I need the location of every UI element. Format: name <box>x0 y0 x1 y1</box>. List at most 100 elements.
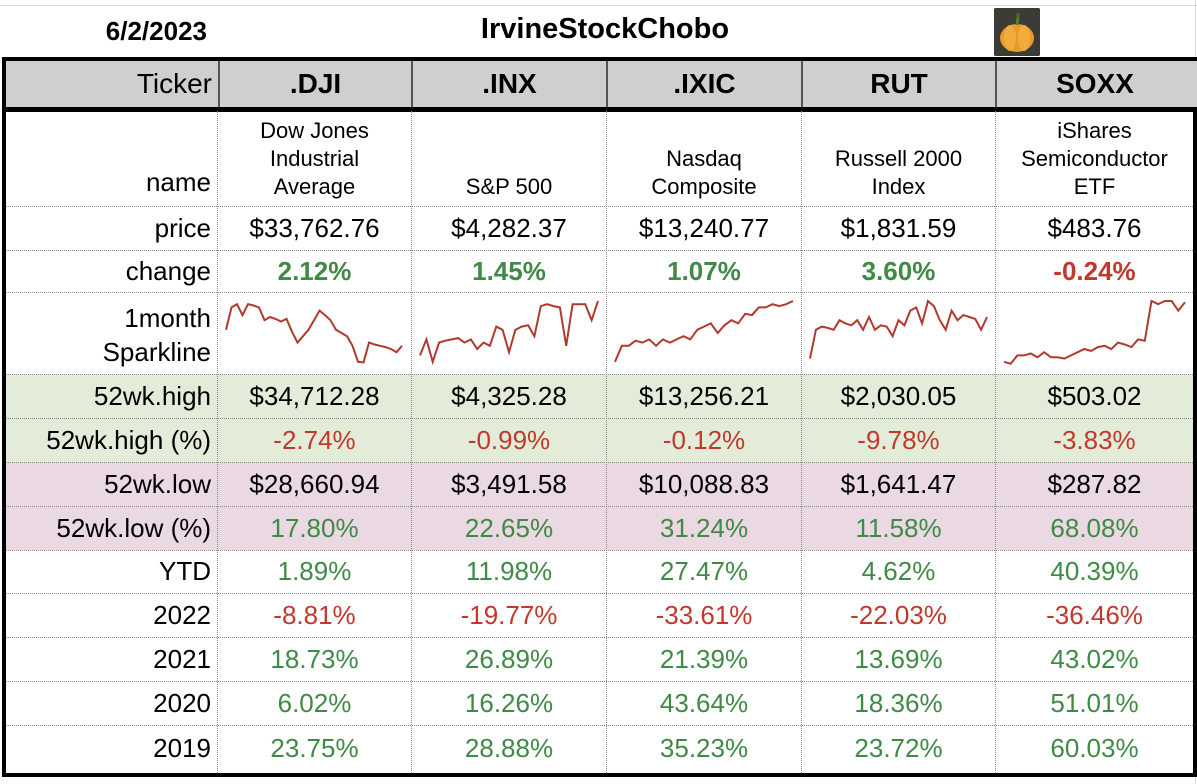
high-cell[interactable]: $13,256.21 <box>638 381 770 411</box>
y2020-cell[interactable]: 6.02% <box>277 688 352 718</box>
row-label-y2019[interactable]: 2019 <box>153 733 211 763</box>
y2019-cell[interactable]: 23.75% <box>270 733 359 763</box>
change-cell[interactable]: -0.24% <box>1053 256 1136 286</box>
low-pct-cell[interactable]: 31.24% <box>659 513 749 543</box>
low-cell[interactable]: $287.82 <box>1047 469 1142 499</box>
sparkline-chart[interactable] <box>998 295 1191 371</box>
page-title[interactable]: IrvineStockChobo <box>480 13 730 45</box>
y2021-cell[interactable]: 21.39% <box>659 644 749 674</box>
y2021-cell[interactable]: 13.69% <box>854 644 943 674</box>
high-pct-cell[interactable]: -0.99% <box>467 425 551 455</box>
column-divider <box>995 61 997 107</box>
low-cell[interactable]: $3,491.58 <box>451 469 567 499</box>
sparkline-chart[interactable] <box>220 295 408 371</box>
ticker-rut[interactable]: RUT <box>870 68 928 99</box>
row-label-y2021[interactable]: 2021 <box>153 644 211 674</box>
title-row: 6/2/2023 IrvineStockChobo <box>0 6 1197 56</box>
ytd-cell[interactable]: 1.89% <box>277 556 352 586</box>
low-pct-cell[interactable]: 17.80% <box>270 513 359 543</box>
price-cell[interactable]: $4,282.37 <box>451 213 567 243</box>
low-cell[interactable]: $10,088.83 <box>638 469 770 499</box>
date-cell[interactable]: 6/2/2023 <box>105 16 207 46</box>
name-cell[interactable]: Dow Jones Industrial Average <box>218 117 411 201</box>
y2020-cell[interactable]: 43.64% <box>659 688 749 718</box>
high-pct-cell[interactable]: -2.74% <box>273 425 356 455</box>
y2019-cell[interactable]: 35.23% <box>659 733 749 763</box>
ytd-cell[interactable]: 11.98% <box>465 556 553 586</box>
column-divider <box>801 111 802 773</box>
row-label-ytd[interactable]: YTD <box>159 556 211 586</box>
column-divider <box>217 111 218 773</box>
ticker-ixic[interactable]: .IXIC <box>673 68 736 99</box>
row-label-y2020[interactable]: 2020 <box>153 688 211 718</box>
name-cell[interactable]: Nasdaq Composite <box>607 145 801 201</box>
low-pct-cell[interactable]: 68.08% <box>1050 513 1139 543</box>
y2022-cell[interactable]: -33.61% <box>655 600 753 630</box>
row-label-price[interactable]: price <box>154 213 211 243</box>
y2020-cell[interactable]: 18.36% <box>854 688 943 718</box>
y2019-cell[interactable]: 60.03% <box>1050 733 1139 763</box>
high-pct-cell[interactable]: -9.78% <box>857 425 940 455</box>
low-cell[interactable]: $1,641.47 <box>840 469 957 499</box>
price-cell[interactable]: $13,240.77 <box>638 213 770 243</box>
sparkline-chart[interactable] <box>804 295 993 371</box>
row-label-low[interactable]: 52wk.low <box>104 469 211 499</box>
row-label-name[interactable]: name <box>145 167 211 197</box>
ticker-label[interactable]: Ticker <box>136 68 212 99</box>
high-cell[interactable]: $2,030.05 <box>840 381 957 411</box>
row-divider <box>6 506 1193 507</box>
ytd-cell[interactable]: 4.62% <box>861 556 936 586</box>
low-cell[interactable]: $28,660.94 <box>249 469 380 499</box>
sparkline-chart[interactable] <box>414 295 604 371</box>
y2020-cell[interactable]: 16.26% <box>464 688 554 718</box>
name-line: Nasdaq <box>666 146 742 171</box>
y2019-cell[interactable]: 23.72% <box>854 733 943 763</box>
row-divider <box>6 292 1193 293</box>
row-label-high[interactable]: 52wk.high <box>93 381 211 411</box>
name-line: Semiconductor <box>1021 146 1168 171</box>
price-cell[interactable]: $33,762.76 <box>249 213 380 243</box>
y2019-cell[interactable]: 28.88% <box>464 733 554 763</box>
name-cell[interactable]: Russell 2000 Index <box>802 145 995 201</box>
change-cell[interactable]: 2.12% <box>277 256 352 286</box>
y2021-cell[interactable]: 18.73% <box>270 644 359 674</box>
change-cell[interactable]: 3.60% <box>861 256 936 286</box>
name-line: Russell 2000 <box>834 146 963 171</box>
column-divider <box>801 61 803 107</box>
ytd-cell[interactable]: 40.39% <box>1050 556 1139 586</box>
row-label-high-pct[interactable]: 52wk.high (%) <box>46 425 211 455</box>
y2022-cell[interactable]: -19.77% <box>460 600 558 630</box>
change-cell[interactable]: 1.45% <box>472 256 546 286</box>
name-cell[interactable]: S&P 500 <box>412 173 606 201</box>
high-cell[interactable]: $4,325.28 <box>451 381 567 411</box>
ytd-cell[interactable]: 27.47% <box>659 556 749 586</box>
change-cell[interactable]: 1.07% <box>667 256 741 286</box>
row-label-change[interactable]: change <box>125 256 211 286</box>
y2021-cell[interactable]: 26.89% <box>464 644 554 674</box>
low-pct-cell[interactable]: 11.58% <box>855 513 942 543</box>
ticker-inx[interactable]: .INX <box>482 68 537 99</box>
row-label-sparkline[interactable]: 1month Sparkline <box>6 301 217 369</box>
name-cell[interactable]: iShares Semiconductor ETF <box>996 117 1193 201</box>
name-line: Composite <box>651 174 757 199</box>
y2020-cell[interactable]: 51.01% <box>1050 688 1139 718</box>
sparkline-line <box>1003 299 1186 365</box>
high-pct-cell[interactable]: -0.12% <box>662 425 746 455</box>
ticker-dji[interactable]: .DJI <box>289 68 342 99</box>
high-cell[interactable]: $34,712.28 <box>249 381 380 411</box>
row-label-y2022[interactable]: 2022 <box>153 600 211 630</box>
y2022-cell[interactable]: -36.46% <box>1046 600 1143 630</box>
y2021-cell[interactable]: 43.02% <box>1050 644 1139 674</box>
column-divider <box>411 61 413 107</box>
price-cell[interactable]: $483.76 <box>1047 213 1142 243</box>
high-cell[interactable]: $503.02 <box>1047 381 1142 411</box>
high-pct-cell[interactable]: -3.83% <box>1053 425 1136 455</box>
y2022-cell[interactable]: -8.81% <box>273 600 356 630</box>
sparkline-chart[interactable] <box>609 295 799 371</box>
low-pct-cell[interactable]: 22.65% <box>464 513 554 543</box>
row-label-low-pct[interactable]: 52wk.low (%) <box>56 513 211 543</box>
y2022-cell[interactable]: -22.03% <box>850 600 947 630</box>
price-cell[interactable]: $1,831.59 <box>840 213 957 243</box>
sparkline-line <box>419 300 599 366</box>
ticker-soxx[interactable]: SOXX <box>1056 68 1134 99</box>
